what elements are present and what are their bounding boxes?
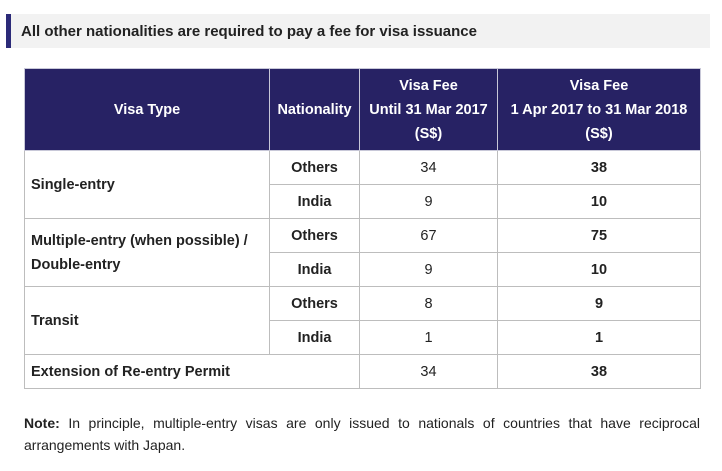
fee-new-cell: 10 [497,252,701,287]
fee-new-cell: 75 [497,218,701,253]
nationality-cell: Others [269,150,360,185]
visa-type-cell: Single-entry [24,150,270,219]
section-header: All other nationalities are required to … [6,14,710,48]
visa-fee-table: Visa Type Nationality Visa Fee Until 31 … [24,68,701,389]
fee-old-cell: 9 [359,252,498,287]
table-header-row: Visa Type Nationality Visa Fee Until 31 … [24,68,701,151]
nationality-cell: India [269,252,360,287]
visa-type-cell: Extension of Re-entry Permit [24,354,360,389]
visa-type-label: Transit [31,312,79,329]
column-header-visa-type: Visa Type [24,68,270,151]
column-header-nationality: Nationality [269,68,360,151]
table-row: India 9 10 [25,252,701,287]
column-header-line: (S$) [414,125,443,142]
visa-type-cell: Transit [24,286,270,355]
table-row: Extension of Re-entry Permit 34 38 [24,354,701,389]
column-header-fee-apr-2017-mar-2018: Visa Fee 1 Apr 2017 to 31 Mar 2018 (S$) [497,68,701,151]
footnote-text: In principle, multiple-entry visas are o… [24,415,700,453]
column-header-line: Visa Fee [399,77,458,94]
fee-old-cell: 1 [359,320,498,355]
visa-type-label: Single-entry [31,176,115,193]
column-header-line: Until 31 Mar 2017 [369,101,488,118]
fee-old-cell: 8 [359,286,498,321]
table-row: Transit Others 8 9 [24,286,701,355]
table-row: Single-entry Others 34 38 [24,150,701,219]
table-row: India 9 10 [25,184,701,219]
column-header-line: (S$) [585,125,613,142]
visa-type-cell: Multiple-entry (when possible) / Double-… [24,218,270,287]
fee-new-cell: 38 [497,150,701,185]
nationality-cell: Others [269,218,360,253]
visa-type-label: Multiple-entry (when possible) / [31,232,248,249]
fee-new-cell: 10 [497,184,701,219]
fee-new-cell: 38 [497,354,701,389]
nationality-cell: India [269,320,360,355]
fee-old-cell: 34 [359,150,498,185]
nationality-cell: Others [269,286,360,321]
section-header-title: All other nationalities are required to … [21,22,477,40]
fee-new-cell: 9 [497,286,701,321]
column-header-fee-until-mar-2017: Visa Fee Until 31 Mar 2017 (S$) [359,68,498,151]
visa-type-label: Double-entry [31,256,121,273]
column-header-line: 1 Apr 2017 to 31 Mar 2018 [510,101,688,118]
footnote-label: Note: [24,415,60,431]
fee-old-cell: 67 [359,218,498,253]
fee-old-cell: 9 [359,184,498,219]
fee-new-cell: 1 [497,320,701,355]
nationality-cell: India [269,184,360,219]
column-header-line: Visa Fee [569,77,629,94]
fee-old-cell: 34 [359,354,498,389]
table-row: Multiple-entry (when possible) / Double-… [24,218,701,287]
footnote: Note: In principle, multiple-entry visas… [24,412,700,456]
